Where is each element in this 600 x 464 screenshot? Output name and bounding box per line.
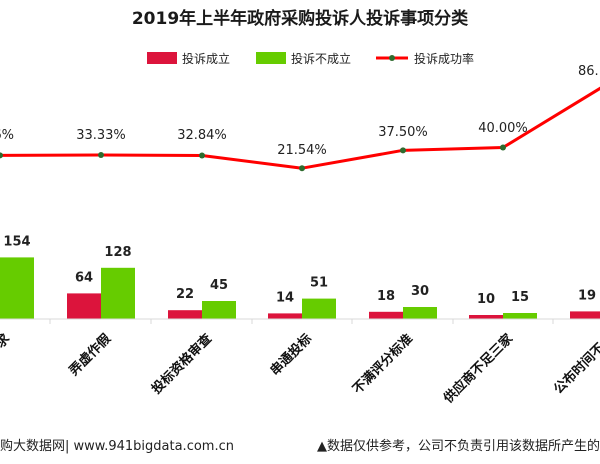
bar-value-not-established: 128 <box>104 245 131 260</box>
bar-not-established <box>503 313 537 319</box>
bar-value-established: 18 <box>377 289 395 304</box>
bar-established <box>67 293 101 319</box>
rate-label-group: 16% 33.33% 32.84% 21.54% 37.50% 40.00% 86. <box>0 64 599 158</box>
rate-point <box>500 144 506 151</box>
x-axis-ticks <box>49 319 554 324</box>
bar-not-established <box>202 301 236 319</box>
legend-label-established: 投诉成立 <box>182 51 230 66</box>
bar-value-established: 10 <box>477 292 495 307</box>
bar-established <box>268 313 302 319</box>
bar-group <box>0 257 600 319</box>
rate-point <box>199 152 205 159</box>
rate-value-label: 32.84% <box>177 128 227 143</box>
legend-marker-rate <box>389 55 395 61</box>
legend-label-not-established: 投诉不成立 <box>291 51 351 66</box>
bar-value-established: 14 <box>276 290 294 305</box>
legend-swatch-established <box>147 52 177 64</box>
rate-point <box>400 147 406 154</box>
rate-point <box>0 152 3 159</box>
bar-value-not-established: 30 <box>411 284 429 299</box>
footer-disclaimer: ▲数据仅供参考，公司不负责引用该数据所产生的 <box>317 438 600 454</box>
bar-established <box>168 310 202 319</box>
chart-title: 2019年上半年政府采购投诉人投诉事项分类 <box>132 8 469 29</box>
category-label: 不满评分标准 <box>350 331 416 397</box>
bar-value-established: 64 <box>75 270 93 285</box>
rate-value-label: 16% <box>0 128 14 143</box>
bar-value-not-established: 154 <box>3 234 30 249</box>
rate-point <box>98 152 104 158</box>
rate-value-label: 21.54% <box>277 143 327 158</box>
category-label: 弄虚作假 <box>65 330 114 379</box>
category-label-group: 求 弄虚作假 投标资格审查 串通投标 不满评分标准 供应商不足三家 公布时间不合 <box>0 330 600 407</box>
bar-not-established <box>403 307 437 319</box>
bar-value-established: 19 <box>578 288 596 303</box>
bar-value-not-established: 45 <box>210 278 228 293</box>
category-label: 投标资格审查 <box>149 330 216 397</box>
bar-not-established <box>0 257 34 319</box>
footer-source: 购大数据网| www.941bigdata.com.cn <box>0 438 234 454</box>
category-label: 串通投标 <box>267 331 315 379</box>
legend-label-rate: 投诉成功率 <box>414 51 474 66</box>
bar-value-established: 22 <box>176 287 194 302</box>
rate-value-label: 40.00% <box>478 121 528 136</box>
bar-established <box>369 311 403 319</box>
rate-value-label: 33.33% <box>76 128 126 143</box>
bar-label-group: 154 64 128 22 45 14 51 18 30 10 15 19 <box>3 234 596 307</box>
rate-value-label: 37.50% <box>378 125 428 140</box>
rate-line-group <box>0 86 600 172</box>
rate-point <box>299 165 305 172</box>
bar-established <box>570 311 600 319</box>
bar-value-not-established: 51 <box>310 276 328 291</box>
bar-not-established <box>101 267 135 319</box>
category-label: 公布时间不合 <box>551 330 600 397</box>
bar-established <box>469 315 503 319</box>
category-label: 求 <box>0 330 14 351</box>
rate-value-label: 86. <box>578 64 599 79</box>
bar-not-established <box>302 298 336 319</box>
legend: 投诉成立 投诉不成立 投诉成功率 <box>147 51 474 66</box>
category-label: 供应商不足三家 <box>440 330 517 407</box>
legend-swatch-not-established <box>256 52 286 64</box>
bar-value-not-established: 15 <box>511 290 529 305</box>
